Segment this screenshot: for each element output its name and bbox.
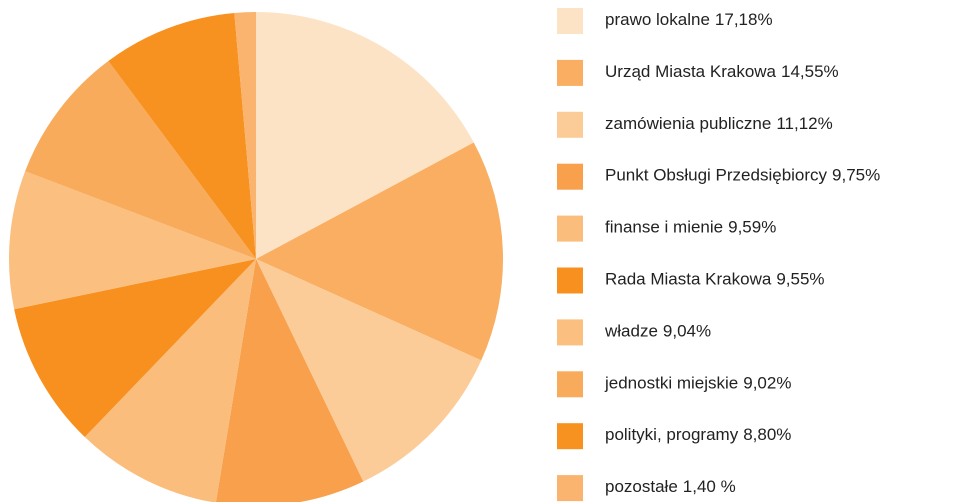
legend-label: władze 9,04% [604, 322, 711, 341]
legend-name: zamówienia publiczne [605, 114, 771, 133]
legend-swatch [557, 267, 583, 294]
legend-value: 11,12% [776, 114, 832, 133]
legend-name: jednostki miejskie [604, 374, 738, 393]
legend-value: 1,40 % [683, 478, 736, 497]
legend-label: finanse i mienie 9,59% [605, 218, 776, 237]
legend-label: pozostałe 1,40 % [605, 478, 736, 497]
legend-name: pozostałe [605, 478, 678, 497]
pie-slice [256, 12, 474, 259]
legend-swatch [557, 163, 583, 190]
legend-swatch [557, 8, 583, 34]
pie-slice [8, 171, 256, 310]
legend-label: jednostki miejskie 9,02% [604, 374, 791, 393]
pie-slice [108, 12, 256, 259]
pie-slice [215, 259, 364, 502]
legend-value: 9,04% [663, 322, 711, 341]
legend-swatch [557, 319, 583, 346]
legend-value: 14,55% [781, 62, 839, 81]
legend-name: polityki, programy [605, 426, 739, 445]
pie-slice [14, 259, 257, 438]
legend-name: Punkt Obsługi Przedsiębiorcy [605, 166, 828, 185]
legend-swatch [557, 215, 583, 242]
legend-name: Urząd Miasta Krakowa [605, 62, 777, 81]
legend-value: 9,02% [743, 374, 791, 393]
legend-name: władze [604, 322, 658, 341]
legend-label: polityki, programy 8,80% [605, 426, 791, 445]
legend-value: 9,55% [776, 270, 824, 289]
legend-swatch [557, 423, 583, 450]
legend-swatch [557, 111, 583, 138]
legend-swatch [557, 371, 583, 398]
legend-name: finanse i mienie [605, 218, 723, 237]
legend-name: Rada Miasta Krakowa [605, 270, 772, 289]
pie-slice [84, 259, 256, 502]
legend-label: zamówienia publiczne 11,12% [605, 114, 833, 133]
pie-slice [256, 142, 503, 361]
pie-slice [25, 61, 257, 259]
legend-value: 9,59% [728, 218, 776, 237]
legend-value: 8,80% [743, 426, 791, 445]
pie-slice [256, 259, 482, 482]
legend-value: 9,75% [832, 166, 880, 185]
legend-label: Urząd Miasta Krakowa 14,55% [605, 62, 839, 81]
legend-label: Punkt Obsługi Przedsiębiorcy 9,75% [605, 166, 880, 185]
legend-label: Rada Miasta Krakowa 9,55% [605, 270, 825, 289]
legend-value: 17,18% [715, 10, 773, 29]
legend-name: prawo lokalne [605, 10, 710, 29]
legend-swatch [557, 475, 583, 502]
legend-label: prawo lokalne 17,18% [605, 10, 773, 29]
legend-swatch [557, 59, 583, 86]
pie-slice [234, 12, 256, 259]
